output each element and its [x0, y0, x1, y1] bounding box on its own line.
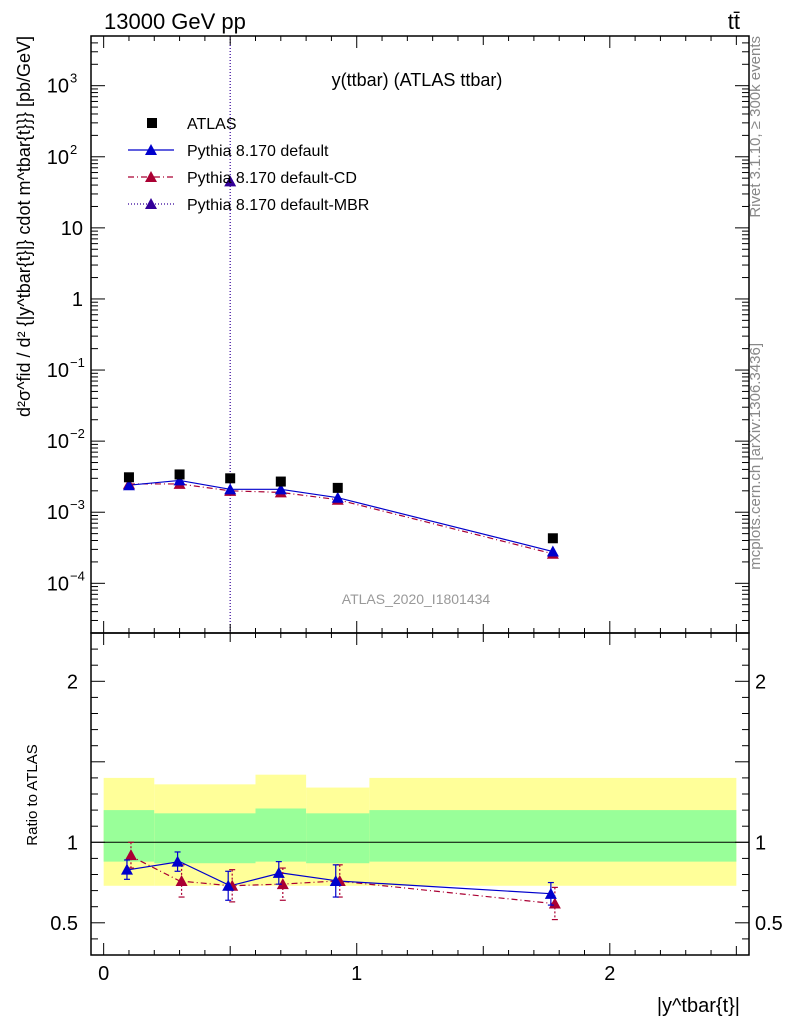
y-tick-label: 10 — [61, 218, 83, 240]
ratio-default-point — [222, 879, 235, 891]
mcplots-label: mcplots.cern.ch [arXiv:1306.3436] — [747, 343, 764, 570]
x-tick-label: 0 — [98, 963, 109, 985]
atlas-point — [332, 482, 343, 493]
legend-entry-mbr: Pythia 8.170 default-MBR — [128, 197, 369, 214]
x-tick-label: 2 — [604, 963, 615, 985]
legend-entry-cd: Pythia 8.170 default-CD — [128, 170, 357, 187]
default-point — [173, 474, 186, 486]
main-y-axis-label: d²σ^fid / d² {|y^tbar{t}|} cdot m^tbar{t… — [14, 36, 34, 417]
ratio-y-tick-label: 2 — [67, 671, 78, 693]
default-point — [546, 545, 559, 557]
cd-series-line — [128, 483, 554, 555]
process-label: tt̄ — [728, 9, 740, 34]
y-tick-label: 10 — [47, 502, 69, 524]
legend-marker-cd — [145, 171, 157, 182]
ratio-y-tick-label-right: 0.5 — [755, 913, 783, 935]
legend-label-default: Pythia 8.170 default — [187, 143, 329, 160]
legend-marker-default — [145, 144, 157, 155]
legend-marker-mbr — [145, 198, 157, 209]
legend-marker-atlas — [147, 118, 157, 128]
legend: ATLAS Pythia 8.170 default Pythia 8.170 … — [128, 116, 369, 214]
legend-entry-atlas: ATLAS — [147, 116, 237, 133]
main-plot-panel: y(ttbar) (ATLAS ttbar) ATLAS_2020_I18014… — [14, 35, 750, 634]
default-point — [122, 479, 135, 491]
y-tick-label: 10 — [47, 431, 69, 453]
ratio-plot-panel: Ratio to ATLAS |y^tbar{t}| 0 1 2 0.5 0.5 1 1 2 2 — [24, 632, 783, 1017]
default-series-line — [128, 479, 554, 553]
uncertainty-band-green — [255, 808, 307, 862]
main-title: y(ttbar) (ATLAS ttbar) — [332, 70, 503, 90]
atlas-point — [123, 472, 134, 483]
legend-entry-default: Pythia 8.170 default — [128, 143, 329, 160]
rivet-label: Rivet 3.1.10, ≥ 300k events — [747, 36, 764, 218]
legend-label-atlas: ATLAS — [187, 116, 237, 133]
uncertainty-band-green — [369, 810, 737, 862]
ratio-default-point — [544, 887, 557, 899]
legend-label-mbr: Pythia 8.170 default-MBR — [187, 197, 369, 214]
ratio-y-tick-label-right: 1 — [755, 832, 766, 854]
ratio-default-line — [128, 860, 553, 895]
ratio-cd-point — [175, 874, 188, 886]
y-tick-label: 10 — [47, 147, 69, 169]
legend-label-cd: Pythia 8.170 default-CD — [187, 170, 357, 187]
ratio-cd-point — [124, 849, 137, 861]
y-tick-exponent: −3 — [70, 497, 85, 512]
ratio-cd-point — [548, 897, 561, 909]
ratio-y-axis-label: Ratio to ATLAS — [24, 744, 41, 845]
default-point — [274, 483, 287, 495]
y-tick-exponent: −4 — [70, 568, 85, 583]
y-tick-label: 10 — [47, 360, 69, 382]
y-tick-exponent: −2 — [70, 426, 85, 441]
mbr-point — [224, 175, 237, 187]
atlas-point — [225, 473, 236, 484]
atlas-point — [275, 476, 286, 487]
y-tick-label: 1 — [72, 289, 83, 311]
y-tick-label: 10 — [47, 573, 69, 595]
y-tick-exponent: 2 — [70, 142, 77, 157]
uncertainty-band-green — [154, 813, 256, 864]
atlas-point — [547, 533, 558, 544]
ratio-y-tick-label-right: 2 — [755, 671, 766, 693]
y-tick-label: 10 — [47, 76, 69, 98]
beam-label: 13000 GeV pp — [104, 9, 246, 34]
ratio-default-point — [329, 874, 342, 886]
default-point — [224, 483, 237, 495]
y-tick-exponent: 3 — [70, 71, 77, 86]
ratio-y-tick-label: 0.5 — [50, 913, 78, 935]
ratio-cd-point — [276, 878, 289, 890]
ratio-default-point — [120, 863, 133, 875]
atlas-point — [174, 469, 185, 480]
ratio-cd-line — [128, 854, 553, 905]
watermark-label: ATLAS_2020_I1801434 — [342, 591, 491, 607]
uncertainty-band-green — [306, 813, 370, 864]
ratio-x-axis-label: |y^tbar{t}| — [657, 995, 740, 1017]
ratio-default-point — [272, 866, 285, 878]
default-point — [331, 491, 344, 503]
x-tick-label: 1 — [351, 963, 362, 985]
ratio-y-tick-label: 1 — [67, 832, 78, 854]
ratio-default-point — [171, 855, 184, 867]
y-tick-exponent: −1 — [70, 355, 85, 370]
